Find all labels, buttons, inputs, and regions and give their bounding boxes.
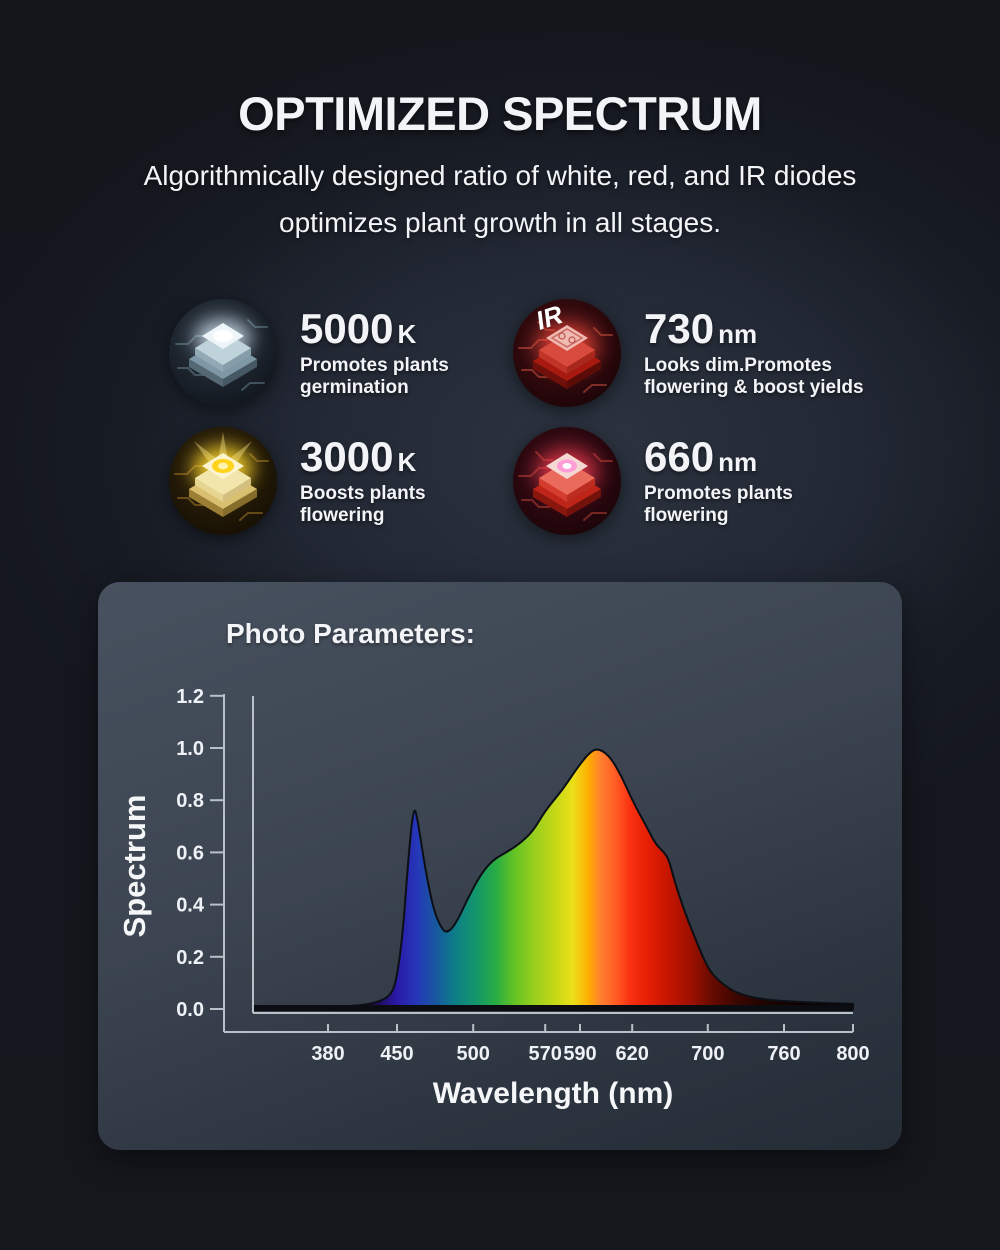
feature-text: 730 nm Looks dim.Promotes flowering & boo…	[644, 308, 864, 399]
white-led-chip-icon	[169, 299, 277, 407]
chart-panel-title: Photo Parameters:	[226, 618, 475, 649]
y-tick-label: 1.2	[176, 686, 204, 708]
plot-baseline-band	[253, 1005, 853, 1011]
red-led-chip-icon	[513, 427, 621, 535]
warm-led-chip-icon	[169, 427, 277, 535]
led-chip	[533, 325, 601, 389]
x-tick-label: 450	[380, 1043, 413, 1065]
feature-value-row: 660 nm	[644, 436, 793, 478]
feature-3000k: 3000 K Boosts plants flowering	[168, 426, 512, 536]
feature-5000k: 5000 K Promotes plants germination	[168, 298, 512, 408]
feature-grid: 5000 K Promotes plants germination	[168, 298, 932, 536]
feature-text: 5000 K Promotes plants germination	[300, 308, 449, 399]
feature-desc: Boosts plants flowering	[300, 483, 426, 526]
feature-desc: Promotes plants germination	[300, 355, 449, 398]
feature-unit: nm	[718, 319, 758, 349]
feature-desc: Promotes plants flowering	[644, 483, 793, 526]
feature-unit: K	[397, 447, 417, 477]
feature-value: 660	[644, 433, 715, 480]
x-tick-label: 590	[563, 1043, 596, 1065]
feature-text: 660 nm Promotes plants flowering	[644, 436, 793, 527]
x-axis-title: Wavelength (nm)	[433, 1077, 674, 1110]
y-tick-label: 0.6	[176, 842, 204, 864]
spectrum-chart: 1.2 1.0 0.8 0.6 0.4 0.2 0.0 380 450 500 570 590 620 7…	[117, 686, 870, 1110]
led-chip	[189, 453, 257, 517]
feature-730nm: IR 730 nm Looks dim.Promotes flowering & …	[512, 298, 932, 408]
x-tick-label: 800	[836, 1043, 869, 1065]
feature-value-row: 3000 K	[300, 436, 426, 478]
x-tick-label: 620	[616, 1043, 649, 1065]
feature-unit: K	[397, 319, 417, 349]
y-tick-label: 0.0	[176, 999, 204, 1021]
chart-panel: Photo Parameters: 1.2 1.0 0.8 0.6 0.4 0.2 0.0 3…	[98, 582, 902, 1150]
feature-value-row: 5000 K	[300, 308, 449, 350]
feature-desc: Looks dim.Promotes flowering & boost yie…	[644, 355, 864, 398]
x-tick-label: 500	[457, 1043, 490, 1065]
page-subtitle: Algorithmically designed ratio of white,…	[143, 160, 857, 238]
feature-value: 730	[644, 305, 715, 352]
x-tick-label: 700	[691, 1043, 724, 1065]
ir-led-chip-icon: IR	[513, 299, 621, 407]
y-tick-label: 0.4	[176, 895, 205, 917]
led-chip	[189, 323, 257, 387]
page-title: OPTIMIZED SPECTRUM	[238, 87, 762, 140]
y-axis-title: Spectrum	[117, 795, 152, 938]
x-tick-label: 380	[311, 1043, 344, 1065]
y-tick-label: 0.8	[176, 790, 204, 812]
x-tick-label: 570	[529, 1043, 562, 1065]
feature-660nm: 660 nm Promotes plants flowering	[512, 426, 932, 536]
y-tick-label: 1.0	[176, 738, 204, 760]
feature-value-row: 730 nm	[644, 308, 864, 350]
feature-value: 3000	[300, 433, 394, 480]
y-tick-label: 0.2	[176, 947, 204, 969]
spectrum-curve	[304, 748, 854, 1010]
feature-unit: nm	[718, 447, 758, 477]
feature-text: 3000 K Boosts plants flowering	[300, 436, 426, 527]
x-tick-label: 760	[767, 1043, 800, 1065]
feature-value: 5000	[300, 305, 394, 352]
led-chip	[533, 453, 601, 517]
